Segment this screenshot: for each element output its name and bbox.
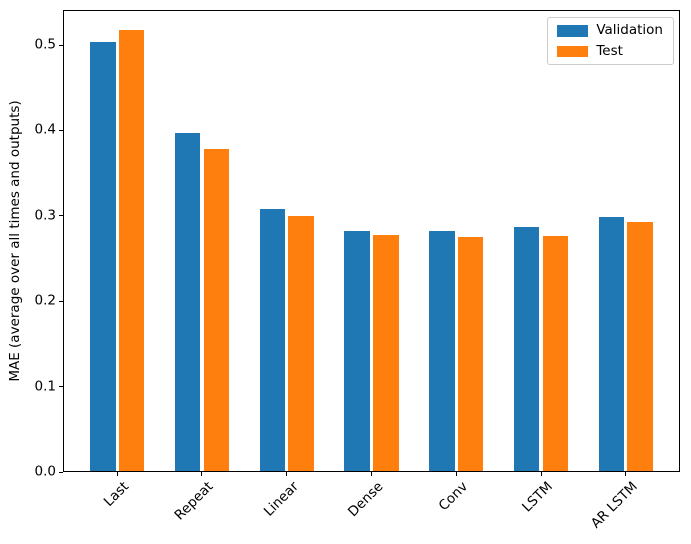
x-tick-label: LSTM (519, 478, 556, 516)
bar-test-lstm (542, 236, 569, 471)
x-tick-label: Repeat (171, 478, 217, 524)
y-tick-mark (59, 215, 63, 217)
x-tick-label: AR LSTM (587, 478, 641, 532)
bar-validation-repeat (174, 132, 201, 471)
y-tick-mark (59, 386, 63, 388)
x-tick-mark (201, 472, 203, 476)
x-tick-mark (286, 472, 288, 476)
y-tick-mark (59, 129, 63, 131)
y-tick-mark (59, 300, 63, 302)
x-tick-label: Dense (344, 478, 387, 521)
legend: Validation Test (547, 17, 674, 65)
test-color-swatch (557, 45, 589, 57)
y-tick-label: 0.0 (34, 463, 56, 480)
y-tick-label: 0.1 (34, 377, 56, 394)
x-tick-label: Last (100, 478, 133, 510)
y-tick-mark (59, 471, 63, 473)
bar-validation-ar-lstm (598, 217, 625, 471)
x-tick-mark (625, 472, 627, 476)
legend-entry-validation: Validation (557, 22, 663, 38)
x-tick-label: Conv (435, 478, 472, 515)
bar-validation-linear (259, 208, 286, 471)
x-tick-mark (540, 472, 542, 476)
y-tick-label: 0.2 (34, 292, 56, 309)
x-tick-mark (371, 472, 372, 476)
bar-test-ar-lstm (627, 222, 653, 471)
x-tick-label: Linear (260, 478, 302, 520)
bar-validation-conv (429, 231, 455, 471)
y-axis-label: MAE (average over all times and outputs) (7, 100, 23, 382)
validation-color-swatch (557, 25, 589, 37)
y-tick-label: 0.4 (34, 121, 56, 138)
y-tick-label: 0.3 (34, 207, 56, 224)
bar-test-dense (373, 235, 399, 471)
bar-test-linear (288, 215, 314, 471)
x-tick-mark (455, 472, 457, 476)
plot-area (63, 10, 680, 472)
x-tick-mark (116, 472, 118, 476)
y-tick-label: 0.5 (34, 36, 56, 53)
y-tick-mark (59, 44, 63, 46)
bar-test-conv (457, 237, 484, 471)
legend-label-validation: Validation (596, 22, 663, 38)
bar-test-last (118, 30, 145, 471)
bar-validation-lstm (513, 226, 540, 471)
legend-entry-test: Test (557, 42, 663, 59)
bar-validation-dense (344, 231, 370, 471)
bar-validation-last (90, 42, 116, 471)
bar-test-repeat (203, 149, 230, 471)
legend-label-test: Test (596, 42, 623, 59)
